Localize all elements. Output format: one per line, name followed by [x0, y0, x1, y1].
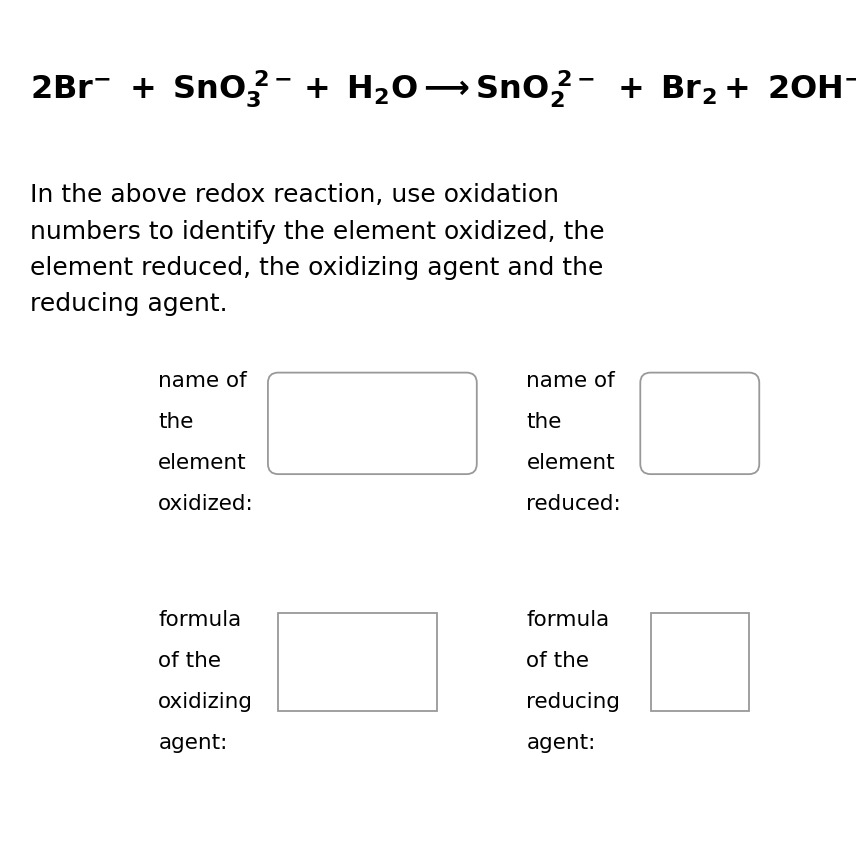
Text: name of: name of [526, 371, 615, 390]
Bar [651, 613, 749, 711]
Text: formula: formula [158, 609, 241, 629]
Text: agent:: agent: [158, 732, 228, 751]
Bar [278, 613, 437, 711]
Text: of the: of the [158, 650, 222, 670]
Text: reducing: reducing [526, 691, 621, 711]
Text: the: the [526, 412, 562, 431]
Text: formula: formula [526, 609, 609, 629]
Text: of the: of the [526, 650, 590, 670]
Text: In the above redox reaction, use oxidation
numbers to identify the element oxidi: In the above redox reaction, use oxidati… [30, 183, 604, 316]
FancyBboxPatch shape [268, 373, 477, 475]
FancyBboxPatch shape [640, 373, 759, 475]
Text: agent:: agent: [526, 732, 596, 751]
Text: oxidizing: oxidizing [158, 691, 253, 711]
Text: oxidized:: oxidized: [158, 493, 254, 513]
Text: $\bf{2Br^{-}\ +\ SnO_3^{\ 2-}+\ H_2O{\longrightarrow}SnO_2^{\ 2-}\ +\ Br_2+\ 2OH: $\bf{2Br^{-}\ +\ SnO_3^{\ 2-}+\ H_2O{\lo… [30, 69, 856, 110]
Text: name of: name of [158, 371, 247, 390]
Text: reduced:: reduced: [526, 493, 621, 513]
Text: the: the [158, 412, 193, 431]
Text: element: element [158, 452, 247, 472]
Text: element: element [526, 452, 615, 472]
